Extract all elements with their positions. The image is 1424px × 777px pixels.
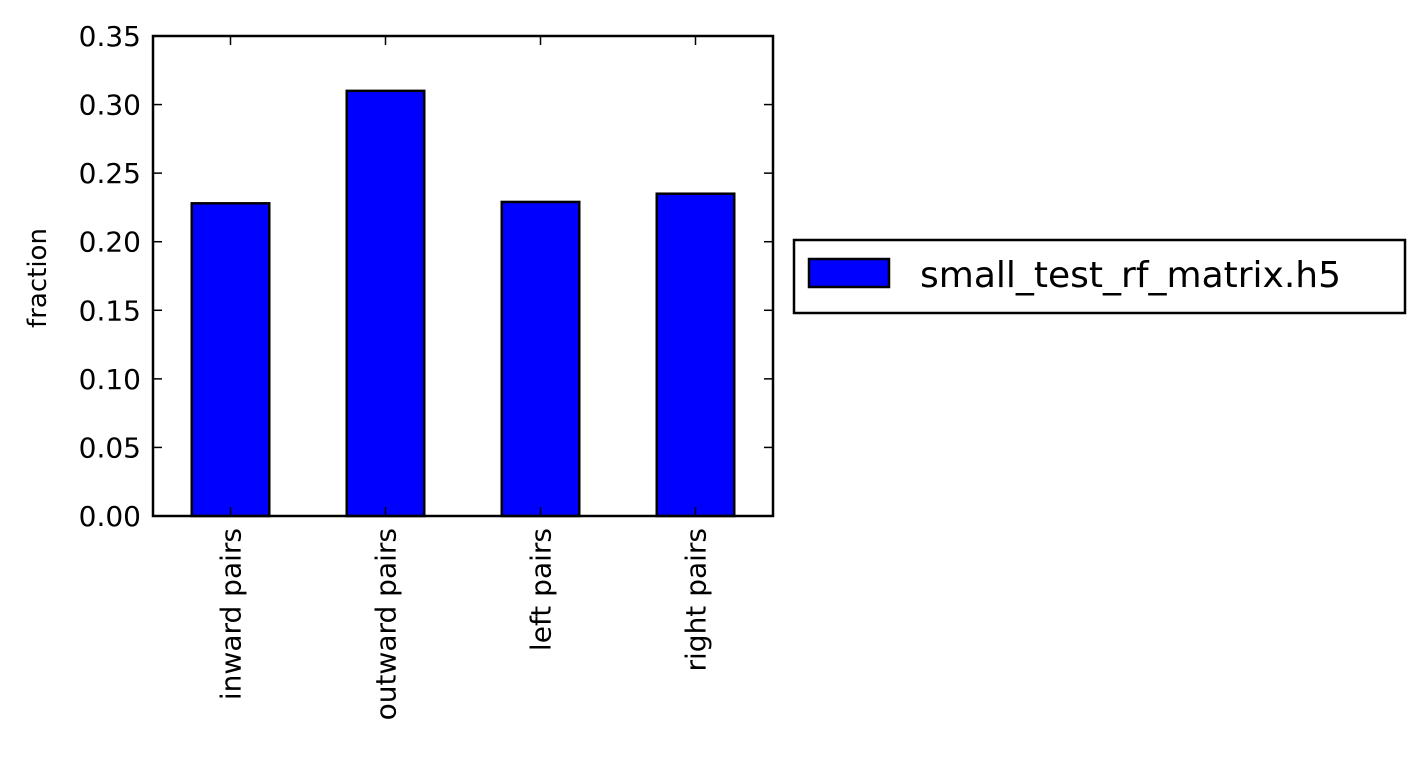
axes-group [151,34,775,518]
y-tick-label: 0.10 [79,363,141,396]
bars-group [190,89,736,518]
y-tick-label: 0.35 [79,20,141,53]
bar-left-pairs [500,200,581,518]
legend-frame [792,238,1407,315]
bar-right-pairs [655,192,736,518]
y-tick-label: 0.05 [79,431,141,464]
y-tick-label: 0.15 [79,294,141,327]
bar-inward-pairs [190,202,271,518]
legend-swatch [807,257,891,289]
y-tick-label: 0.25 [79,157,141,190]
x-tick-label: inward pairs [215,528,248,700]
y-tick-label: 0.30 [79,89,141,122]
plot-frame [151,34,775,518]
y-axis-label: fraction [23,228,53,328]
legend: small_test_rf_matrix.h5 [792,238,1407,315]
y-tick-label: 0.00 [79,500,141,533]
x-tick-label: outward pairs [370,528,403,720]
x-tick-label: right pairs [680,528,713,672]
x-tick-label: left pairs [525,528,558,651]
bar-outward-pairs [345,89,426,518]
ticks-group: inward pairs outward pairs left pairs right… [79,20,773,720]
y-tick-label: 0.20 [79,226,141,259]
legend-label-series-1: small_test_rf_matrix.h5 [920,255,1341,296]
